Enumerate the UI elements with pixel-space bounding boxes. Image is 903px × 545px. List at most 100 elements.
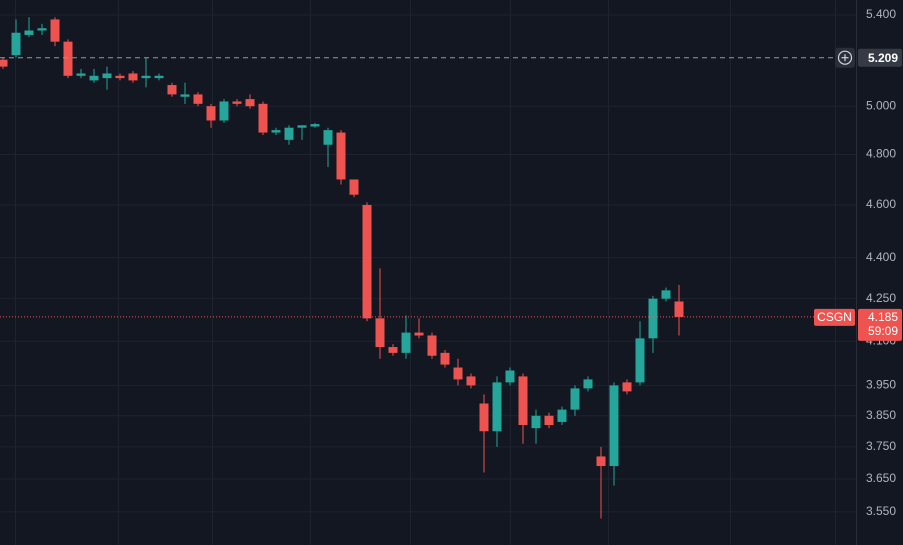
candle	[388, 344, 398, 356]
candle-body	[193, 94, 203, 104]
candle-body	[440, 352, 450, 365]
candle-body	[24, 30, 34, 35]
candle-body	[245, 99, 255, 107]
candle-body	[37, 28, 47, 31]
y-tick-label: 5.400	[866, 7, 896, 21]
candle-body	[50, 19, 60, 42]
candle-body	[609, 385, 619, 467]
candle-body	[102, 73, 112, 79]
candle	[505, 367, 515, 386]
candle	[310, 122, 320, 128]
candle	[206, 103, 216, 128]
candle-body	[544, 415, 554, 426]
candle	[0, 57, 8, 69]
crosshair-add-button[interactable]	[835, 47, 855, 68]
y-tick-label: 3.650	[866, 471, 896, 485]
candle-body	[557, 409, 567, 422]
button-icon	[837, 50, 853, 65]
candle-body	[492, 382, 502, 432]
candle-body	[76, 73, 86, 76]
candle-body	[206, 106, 216, 121]
y-tick-label: 3.850	[866, 408, 896, 422]
candle	[128, 71, 138, 83]
candle-body	[63, 41, 73, 76]
candle	[414, 318, 424, 339]
candle	[531, 409, 541, 444]
candle-body	[167, 85, 177, 95]
y-tick-label: 5.000	[866, 98, 896, 112]
candle	[609, 382, 619, 486]
candle-body	[284, 127, 294, 140]
candle	[167, 82, 177, 97]
candle	[180, 82, 190, 104]
y-tick-label: 3.950	[866, 378, 896, 392]
candle-body	[128, 73, 138, 81]
candle-body	[11, 32, 21, 56]
candle-body	[596, 456, 606, 467]
candle	[557, 406, 567, 426]
candle	[245, 94, 255, 109]
candle	[479, 394, 489, 473]
candle-body	[401, 332, 411, 353]
candle	[102, 66, 112, 90]
candle-body	[310, 124, 320, 127]
countdown-label: 59:09	[868, 324, 898, 338]
candle	[648, 295, 658, 353]
candle-body	[323, 130, 333, 145]
candle	[544, 412, 554, 429]
candle	[24, 17, 34, 38]
candle-body	[648, 298, 658, 339]
candle	[635, 321, 645, 386]
candle	[154, 73, 164, 81]
candle	[596, 446, 606, 519]
candle-body	[427, 335, 437, 356]
candle	[271, 127, 281, 135]
candle	[37, 23, 47, 35]
candle	[11, 19, 21, 58]
candle	[297, 125, 307, 140]
candle-body	[453, 367, 463, 380]
candle-body	[388, 347, 398, 353]
candle-body	[518, 376, 528, 426]
candle	[89, 68, 99, 83]
candle-body	[466, 376, 476, 386]
candle-body	[622, 382, 632, 392]
candle	[375, 268, 385, 359]
candle	[232, 99, 242, 107]
candle-body	[661, 290, 671, 299]
candle	[453, 358, 463, 386]
candle-body	[180, 94, 190, 97]
candle	[570, 385, 580, 416]
candle-body	[375, 318, 385, 348]
candle	[349, 179, 359, 198]
y-tick-label: 4.800	[866, 147, 896, 161]
candle	[518, 373, 528, 444]
symbol-label-bg	[814, 308, 855, 326]
candle	[193, 92, 203, 107]
candle	[440, 349, 450, 368]
candle-body	[635, 338, 645, 383]
candle-body	[89, 75, 99, 81]
candle	[492, 376, 502, 447]
candle	[362, 202, 372, 322]
candle-body	[583, 379, 593, 389]
candle-body	[271, 130, 281, 133]
candles	[0, 17, 684, 519]
candle	[674, 284, 684, 336]
candle	[427, 332, 437, 359]
candle-body	[570, 388, 580, 410]
candle	[258, 101, 268, 135]
candle-body	[0, 59, 8, 67]
candle	[323, 127, 333, 167]
candle-body	[674, 301, 684, 317]
candle	[63, 39, 73, 79]
candle-body	[479, 403, 489, 432]
candle	[141, 57, 151, 88]
candle	[76, 68, 86, 79]
candle	[466, 373, 476, 389]
candle	[219, 99, 229, 123]
candle-body	[154, 75, 164, 79]
candle-body	[297, 125, 307, 128]
candle-body	[349, 179, 359, 195]
